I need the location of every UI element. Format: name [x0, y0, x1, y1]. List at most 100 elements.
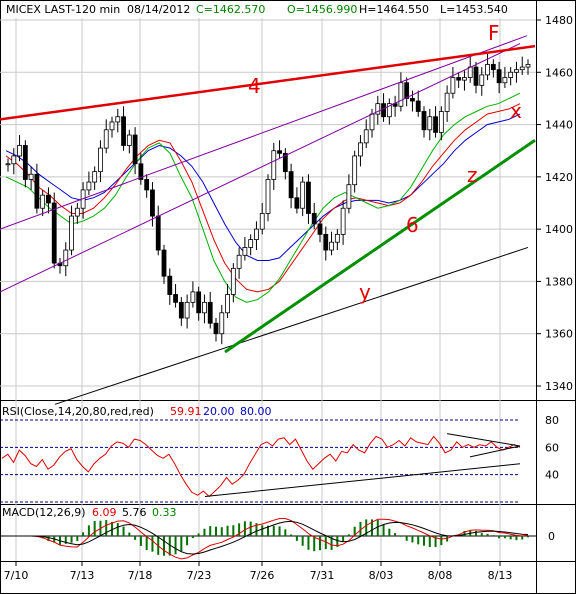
candle-body — [323, 233, 329, 251]
candle-body — [74, 207, 80, 217]
candle-body — [242, 247, 248, 256]
candle-body — [40, 194, 46, 209]
candle-body — [225, 294, 230, 314]
candle-body — [17, 145, 22, 157]
candle-body — [358, 142, 363, 157]
macd-value: 6.09 — [92, 506, 117, 519]
macd-signal-value: 5.76 — [122, 506, 147, 519]
rsi-tick-label: 40 — [545, 469, 559, 482]
close-label: C=1462.570 — [196, 3, 265, 16]
x-axis: 7/10 7/13 7/18 7/23 7/26 7/31 8/03 8/08 8/13 — [4, 561, 512, 582]
candle-body — [334, 233, 340, 243]
candle-body — [502, 77, 508, 84]
rsi-value: 59.91 — [170, 405, 202, 418]
candle-body — [410, 98, 415, 102]
candle-body — [5, 163, 11, 166]
candle-body — [346, 184, 352, 209]
candle-body — [115, 116, 121, 123]
candle-body — [184, 301, 190, 319]
chart-header: MICEX LAST-120 min 08/14/2012 C=1462.570… — [6, 3, 508, 16]
trendline-y — [54, 246, 529, 405]
x-tick-label: 7/18 — [128, 569, 153, 582]
x-tick-label: 8/08 — [428, 569, 453, 582]
candle-body — [230, 267, 236, 295]
ema-mid-line — [5, 103, 521, 293]
rsi-upper: 80.00 — [240, 405, 272, 418]
label-f: F — [488, 21, 500, 45]
y-tick-label: 1340 — [545, 380, 573, 393]
candle-body — [485, 64, 490, 76]
rsi-panel: 80 60 40 — [0, 414, 559, 503]
candle-body — [236, 254, 242, 269]
candle-body — [479, 74, 485, 86]
candle-body — [202, 301, 207, 314]
symbol-label: MICEX LAST-120 min — [6, 3, 120, 16]
high-label: H=1464.550 — [359, 3, 429, 16]
candle-body — [196, 291, 202, 314]
rsi-tick-label: 80 — [545, 414, 559, 427]
x-tick-label: 7/26 — [250, 569, 275, 582]
candle-body — [11, 155, 17, 165]
candle-body — [51, 202, 57, 264]
wedge-lower-line — [0, 43, 521, 293]
candle-body — [375, 103, 381, 115]
candle-body — [317, 223, 323, 235]
candle-body — [519, 66, 525, 71]
candle-body — [404, 82, 410, 99]
x-tick-label: 7/31 — [310, 569, 335, 582]
candle-body — [109, 121, 115, 131]
macd-header: MACD(12,26,9) 6.09 5.76 0.33 — [2, 506, 177, 519]
y-tick-label: 1480 — [545, 14, 573, 27]
candle-body — [34, 173, 40, 209]
macd-hist-value: 0.33 — [152, 506, 177, 519]
x-tick-label: 8/03 — [369, 569, 394, 582]
candle-body — [462, 77, 467, 81]
candle-body — [138, 163, 144, 180]
macd-panel: 0 — [0, 518, 555, 560]
candle-body — [306, 181, 311, 214]
candle-body — [369, 113, 375, 131]
candle-body — [69, 215, 74, 251]
candle-body — [150, 189, 155, 217]
candle-body — [103, 129, 109, 149]
candle-body — [456, 77, 462, 81]
candle-body — [473, 66, 479, 86]
candle-body — [438, 111, 444, 133]
label-y: y — [359, 280, 371, 304]
date-label: 08/14/2012 — [127, 3, 190, 16]
candle-body — [381, 103, 386, 118]
rsi-line — [1, 435, 521, 498]
candle-body — [254, 228, 259, 240]
candle-body — [167, 275, 173, 295]
candlesticks — [5, 53, 531, 345]
candle-body — [271, 150, 277, 180]
macd-title: MACD(12,26,9) — [2, 506, 86, 519]
trendlines — [0, 35, 536, 405]
label-z: z — [467, 163, 478, 187]
y-tick-label: 1460 — [545, 66, 573, 79]
rsi-header: RSI(Close,14,20,80,red,red) 59.91 20.00 … — [2, 405, 272, 418]
y-tick-label: 1360 — [545, 328, 573, 341]
candle-body — [219, 312, 225, 335]
candle-body — [63, 249, 69, 267]
candle-body — [300, 181, 306, 209]
candle-body — [161, 249, 167, 277]
candle-body — [496, 69, 502, 84]
price-y-axis: 1340 1360 1380 1400 1420 1440 1460 1480 — [536, 14, 573, 393]
moving-averages — [5, 92, 521, 303]
candle-body — [173, 294, 178, 303]
candle-body — [277, 150, 282, 154]
candle-body — [144, 179, 150, 191]
candle-body — [427, 116, 433, 131]
candle-body — [121, 116, 126, 146]
candle-body — [178, 301, 184, 319]
annotation-labels: 4 6 F x y z — [248, 21, 522, 304]
candle-body — [415, 100, 421, 112]
y-tick-label: 1400 — [545, 223, 573, 236]
candle-body — [329, 241, 334, 251]
candle-body — [386, 103, 392, 118]
candle-body — [352, 155, 358, 186]
candle-body — [340, 207, 346, 235]
